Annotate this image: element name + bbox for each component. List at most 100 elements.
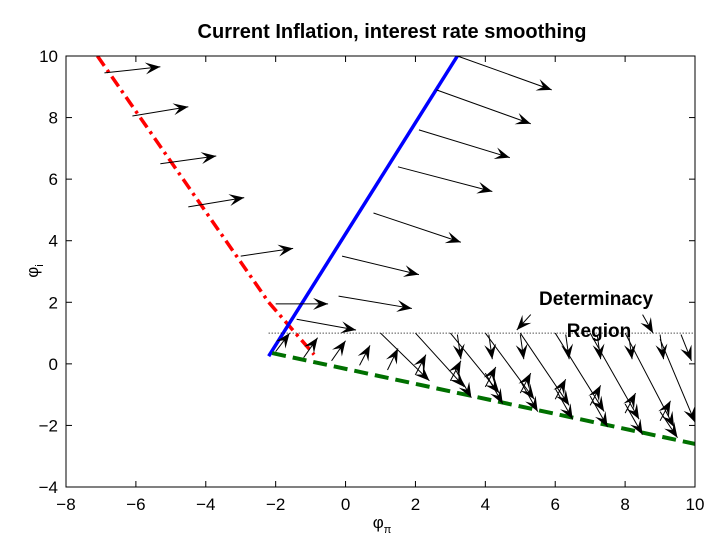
field-arrow [303,337,319,358]
field-arrow-head [655,343,668,360]
field-arrow [132,103,189,117]
field-arrow-head [275,333,290,349]
field-arrow-head [493,147,510,159]
field-arrow [188,194,245,208]
x-tick-label: 10 [686,495,705,514]
y-tick-label: −4 [39,478,58,497]
field-arrow [436,89,531,125]
field-arrow-head [402,265,419,277]
y-tick-label: 0 [49,355,58,374]
field-arrow-head [683,406,695,423]
field-arrow-shaft [160,155,217,165]
y-tick-label: 2 [49,293,58,312]
field-arrow [589,395,609,428]
field-arrow-head [561,343,574,360]
series-line-solid [267,56,459,358]
field-arrow-shaft [132,106,189,117]
field-arrow-shaft [554,332,605,412]
field-arrow-shaft [418,129,510,159]
y-axis-label: φi [23,264,46,277]
field-arrow-head [144,62,161,75]
field-arrow-head [449,371,465,387]
field-arrow [554,332,605,412]
field-arrow [561,334,574,360]
x-tick-label: −6 [126,495,145,514]
field-arrow-head [490,387,503,404]
x-tick-label: 0 [341,495,350,514]
field-arrow [518,372,532,394]
field-arrow-head [515,343,528,360]
field-arrow-head [483,366,496,384]
field-arrow-head [626,403,640,420]
field-arrow-head [680,344,692,361]
field-arrow-head [228,194,245,206]
field-arrow [592,334,605,360]
field-arrow-head [414,366,430,381]
x-tick-label: −2 [266,495,285,514]
field-arrow-head [591,395,605,412]
field-arrow-head [588,385,601,402]
field-arrow-head [485,377,500,394]
field-arrow-head [555,389,570,406]
field-arrow [519,380,539,412]
field-arrow [397,166,493,194]
field-arrow [275,332,291,352]
field-arrow [624,334,636,360]
y-tick-label: 4 [49,232,58,251]
field-arrow [659,339,695,423]
field-arrow-head [413,354,426,371]
field-arrow [275,297,329,310]
field-arrow-head [592,343,605,360]
field-arrow-head [277,244,294,257]
field-arrow [380,332,430,382]
field-arrow [341,255,420,277]
field-arrow-shaft [659,339,695,423]
x-tick-label: −8 [56,495,75,514]
field-arrow [554,388,574,420]
field-arrow-head [172,103,189,116]
field-arrow [484,332,535,400]
field-arrow-head [595,410,608,427]
field-arrow [373,212,462,244]
field-arrow [418,129,510,159]
field-arrow-head [458,381,472,398]
field-arrow [655,334,668,360]
field-arrow-head [661,410,675,427]
field-arrow [386,348,399,371]
field-arrow-shaft [436,89,531,125]
field-arrow-head [452,343,465,360]
field-arrow-head [332,340,346,357]
field-arrow [296,318,357,334]
field-arrow [331,340,346,362]
field-arrow-shaft [589,332,640,420]
field-arrow-head [560,403,573,420]
field-arrow-shaft [373,212,462,243]
field-arrow-head [624,343,636,360]
field-arrow-head [623,393,636,410]
field-arrow [357,345,371,366]
field-arrow [640,314,654,334]
field-arrow [483,366,497,388]
x-axis-label-main: φ [373,513,384,532]
field-arrow-head [553,379,566,396]
field-arrow-shaft [341,255,420,276]
field-arrow-head [396,300,412,312]
field-arrow-head [525,395,538,412]
annotation-line-2: Region [567,321,631,342]
x-tick-label: 6 [550,495,559,514]
field-arrow-shaft [484,332,535,400]
field-arrow-shaft [397,166,493,192]
y-axis-label-main: φ [23,267,42,278]
chart-title: Current Inflation, interest rate smoothi… [198,21,587,43]
field-arrow-head [313,297,329,310]
series-line-dashed [271,351,695,446]
x-tick-label: 4 [481,495,490,514]
field-arrow [589,332,640,420]
plot-frame [65,55,696,488]
x-tick-label: 2 [411,495,420,514]
field-arrow-shaft [415,332,465,388]
field-arrow-head [304,337,318,354]
field-arrow [515,334,528,360]
